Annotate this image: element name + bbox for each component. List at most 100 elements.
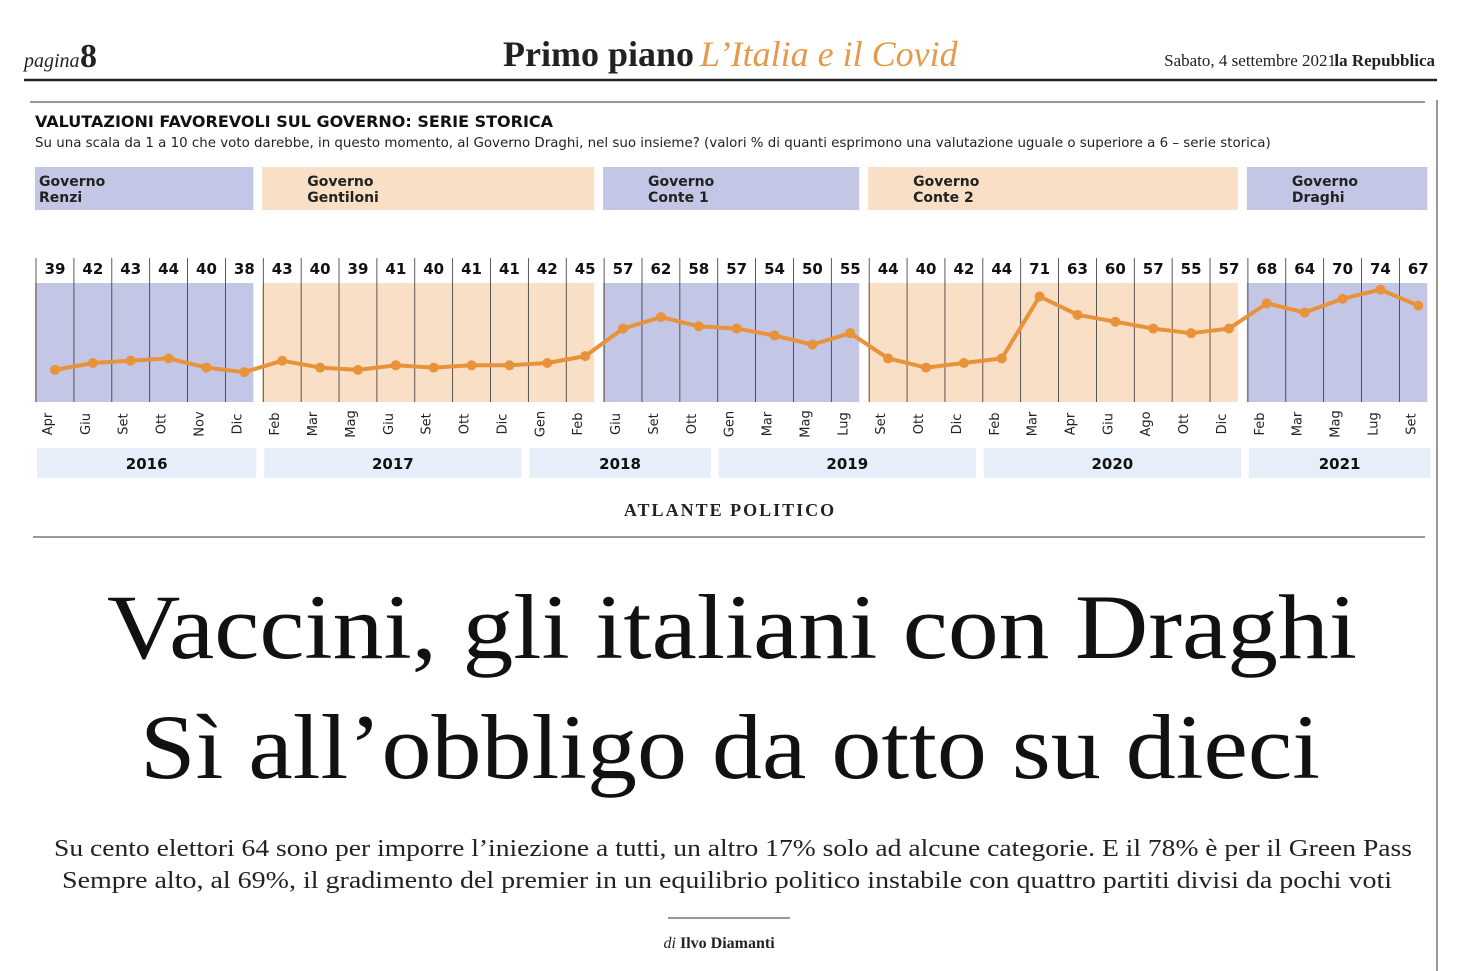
month-label: Set <box>420 413 435 434</box>
government-name: Conte 1 <box>648 190 709 206</box>
government-header <box>1246 167 1428 210</box>
point <box>50 364 60 375</box>
month-label: Ago <box>1139 411 1154 436</box>
value-label: 57 <box>726 260 747 278</box>
government-name: Conte 2 <box>913 190 974 206</box>
value-label: 41 <box>499 260 520 278</box>
chart-subtitle: Su una scala da 1 a 10 che voto darebbe,… <box>35 136 1271 151</box>
value-label: 55 <box>840 260 861 278</box>
point <box>315 362 326 373</box>
point <box>504 360 515 371</box>
government-header <box>868 167 1238 210</box>
month-label: Dic <box>230 414 245 435</box>
value-label: 38 <box>234 260 255 278</box>
government-name: Gentiloni <box>307 190 379 206</box>
headline: Sì all’obbligo da otto su dieci <box>140 696 1320 798</box>
point <box>618 323 629 334</box>
month-label: Mar <box>306 411 321 436</box>
value-label: 39 <box>45 260 66 278</box>
month-label: Mar <box>1291 411 1306 436</box>
value-label: 57 <box>1143 260 1164 278</box>
government-name: Renzi <box>39 190 82 206</box>
paper: la Repubblica <box>1334 51 1435 70</box>
government-header <box>262 167 595 210</box>
point <box>1034 291 1045 302</box>
month-label: Apr <box>1063 412 1078 435</box>
value-label: 40 <box>196 260 217 278</box>
month-label: Giu <box>1101 413 1116 435</box>
month-label: Giu <box>79 413 94 435</box>
month-label: Dic <box>495 414 510 435</box>
value-label: 74 <box>1370 260 1391 278</box>
value-label: 40 <box>310 260 331 278</box>
value-label: 68 <box>1256 260 1277 278</box>
value-label: 44 <box>878 260 899 278</box>
value-label: 64 <box>1294 260 1315 278</box>
value-label: 70 <box>1332 260 1353 278</box>
government-name: Governo <box>1292 174 1359 190</box>
value-label: 43 <box>120 260 141 278</box>
headline: Vaccini, gli italiani con Draghi <box>107 576 1357 678</box>
month-label: Ott <box>155 414 170 434</box>
month-label: Ott <box>685 414 700 434</box>
value-label: 42 <box>537 260 558 278</box>
value-label: 39 <box>348 260 369 278</box>
value-label: 50 <box>802 260 823 278</box>
month-label: Dic <box>1215 414 1230 435</box>
point <box>87 358 98 368</box>
government-name: Governo <box>648 174 715 190</box>
point <box>1072 309 1083 320</box>
value-label: 43 <box>272 260 293 278</box>
value-label: 57 <box>1219 260 1240 278</box>
point <box>239 367 250 378</box>
year-band <box>37 448 257 478</box>
value-label: 42 <box>82 260 103 278</box>
value-label: 40 <box>423 260 444 278</box>
government-name: Governo <box>307 174 374 190</box>
government-name: Draghi <box>1292 190 1345 206</box>
value-label: 42 <box>953 260 974 278</box>
point <box>201 362 212 373</box>
value-label: 41 <box>385 260 406 278</box>
year-label: 2017 <box>372 455 414 473</box>
month-label: Giu <box>382 413 397 435</box>
month-label: Gen <box>723 411 738 437</box>
point <box>1110 316 1121 327</box>
government-band <box>35 283 254 402</box>
government-name: Governo <box>39 174 106 190</box>
month-label: Feb <box>1253 412 1268 435</box>
value-label: 60 <box>1105 260 1126 278</box>
month-label: Mar <box>761 411 776 436</box>
point <box>845 328 856 339</box>
month-label: Giu <box>609 413 624 435</box>
month-label: Dic <box>950 414 965 435</box>
month-label: Ott <box>912 414 927 434</box>
month-label: Mag <box>344 410 359 437</box>
point <box>1186 328 1197 339</box>
point <box>1261 298 1272 309</box>
page-word: pagina <box>22 50 80 72</box>
point <box>655 312 666 323</box>
value-label: 40 <box>916 260 937 278</box>
month-label: Mag <box>798 410 813 437</box>
month-label: Lug <box>1366 412 1381 436</box>
month-label: Lug <box>836 412 851 436</box>
point <box>277 355 288 366</box>
point <box>1148 323 1159 334</box>
month-label: Ott <box>458 414 473 434</box>
year-band <box>529 448 711 478</box>
government-name: Governo <box>913 174 980 190</box>
month-label: Feb <box>988 412 1003 435</box>
point <box>542 358 553 368</box>
value-label: 54 <box>764 260 785 278</box>
point <box>807 339 818 350</box>
month-label: Set <box>874 413 889 434</box>
value-label: 67 <box>1408 260 1429 278</box>
government-header <box>603 167 860 210</box>
date: Sabato, 4 settembre 2021 <box>1164 51 1336 70</box>
point <box>428 362 439 373</box>
point <box>921 362 932 373</box>
month-label: Set <box>647 413 662 434</box>
section: Primo piano <box>503 34 694 74</box>
